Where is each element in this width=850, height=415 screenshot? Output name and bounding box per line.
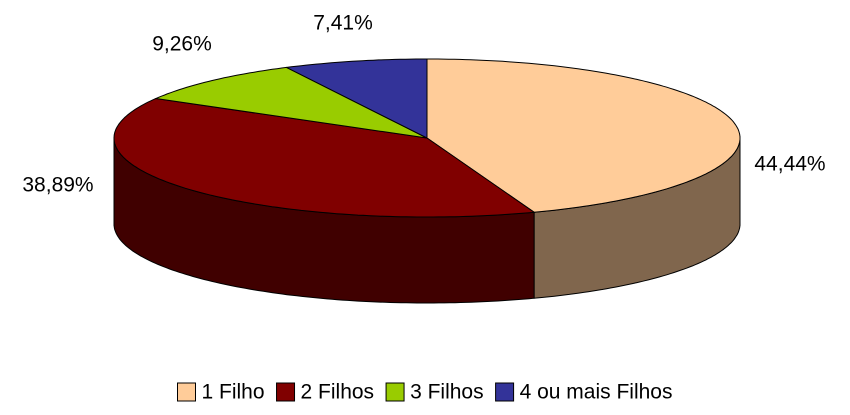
slice <box>426 58 741 213</box>
legend-label: 2 Filhos <box>301 381 375 404</box>
legend-label: 1 Filho <box>202 381 265 404</box>
legend-label: 4 ou mais Filhos <box>520 381 673 404</box>
legend-swatch <box>177 382 196 402</box>
data-label: 7,41% <box>313 12 373 35</box>
legend-label: 3 Filhos <box>410 381 484 404</box>
legend-swatch <box>385 382 405 402</box>
slice <box>113 97 536 218</box>
data-label: 38,89% <box>22 174 93 197</box>
legend-swatch <box>276 382 296 402</box>
data-label: 9,26% <box>152 33 212 56</box>
legend-swatch <box>495 382 515 402</box>
slice <box>284 58 428 139</box>
slice <box>154 66 428 139</box>
data-label: 44,44% <box>754 153 825 176</box>
